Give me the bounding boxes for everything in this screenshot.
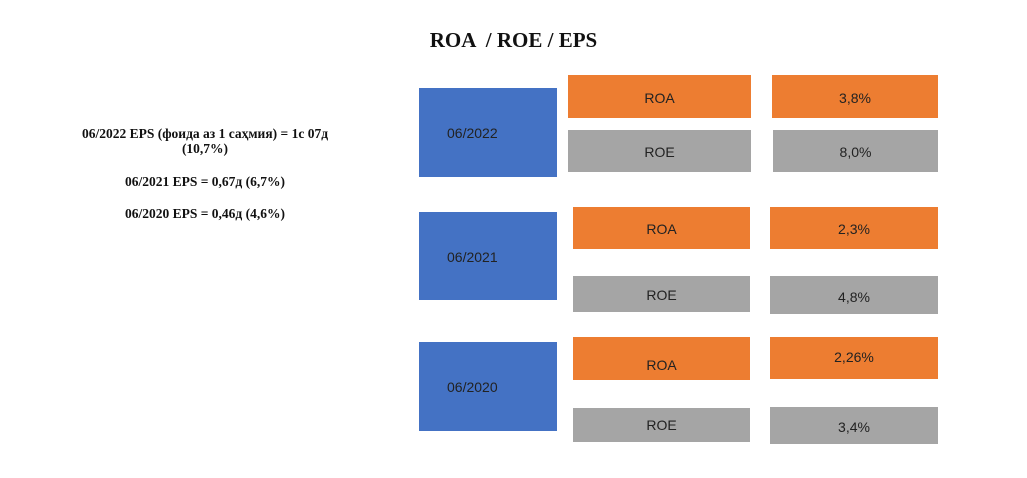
eps-note-2022: 06/2022 EPS (фоида аз 1 саҳмия) = 1с 07д… xyxy=(40,126,370,156)
roa-label-2021: ROA xyxy=(646,221,677,237)
roe-value-box-2021: 4,8% xyxy=(770,276,938,314)
roa-label-2020: ROA xyxy=(646,357,677,373)
roe-label-box-2022: ROE xyxy=(568,130,751,172)
roe-label-2022: ROE xyxy=(644,144,675,160)
year-label-2021: 06/2021 xyxy=(447,249,498,265)
roa-label-box-2022: ROA xyxy=(568,75,751,118)
roe-value-2021: 4,8% xyxy=(838,289,870,305)
slide-title: ROA / ROE / EPS xyxy=(429,28,598,52)
roa-label-box-2021: ROA xyxy=(573,207,750,249)
roa-value-box-2020: 2,26% xyxy=(770,337,938,379)
roa-value-2022: 3,8% xyxy=(839,90,871,106)
year-box-2021: 06/2021 xyxy=(419,212,557,300)
year-box-2020: 06/2020 xyxy=(419,342,557,431)
eps-note-2020: 06/2020 EPS = 0,46д (4,6%) xyxy=(124,206,286,221)
roe-value-box-2020: 3,4% xyxy=(770,407,938,444)
roe-label-2020: ROE xyxy=(646,417,677,433)
year-label-2022: 06/2022 xyxy=(447,125,498,141)
roe-label-box-2021: ROE xyxy=(573,276,750,312)
eps-note-2021: 06/2021 EPS = 0,67д (6,7%) xyxy=(124,174,286,189)
eps-note-2022-line1: 06/2022 EPS (фоида аз 1 саҳмия) = 1с 07д xyxy=(81,126,329,141)
roe-value-2020: 3,4% xyxy=(838,419,870,435)
roa-label-box-2020: ROA xyxy=(573,337,750,380)
roa-value-2021: 2,3% xyxy=(838,221,870,237)
roe-value-box-2022: 8,0% xyxy=(773,130,938,172)
roa-value-box-2022: 3,8% xyxy=(772,75,938,118)
roa-value-2020: 2,26% xyxy=(834,349,874,365)
roe-label-box-2020: ROE xyxy=(573,408,750,442)
roe-value-2022: 8,0% xyxy=(839,144,872,160)
roe-label-2021: ROE xyxy=(646,287,677,303)
roa-value-box-2021: 2,3% xyxy=(770,207,938,249)
year-box-2022: 06/2022 xyxy=(419,88,557,177)
eps-note-2022-line2: (10,7%) xyxy=(181,141,229,156)
roa-label-2022: ROA xyxy=(644,90,675,106)
year-label-2020: 06/2020 xyxy=(447,379,498,395)
